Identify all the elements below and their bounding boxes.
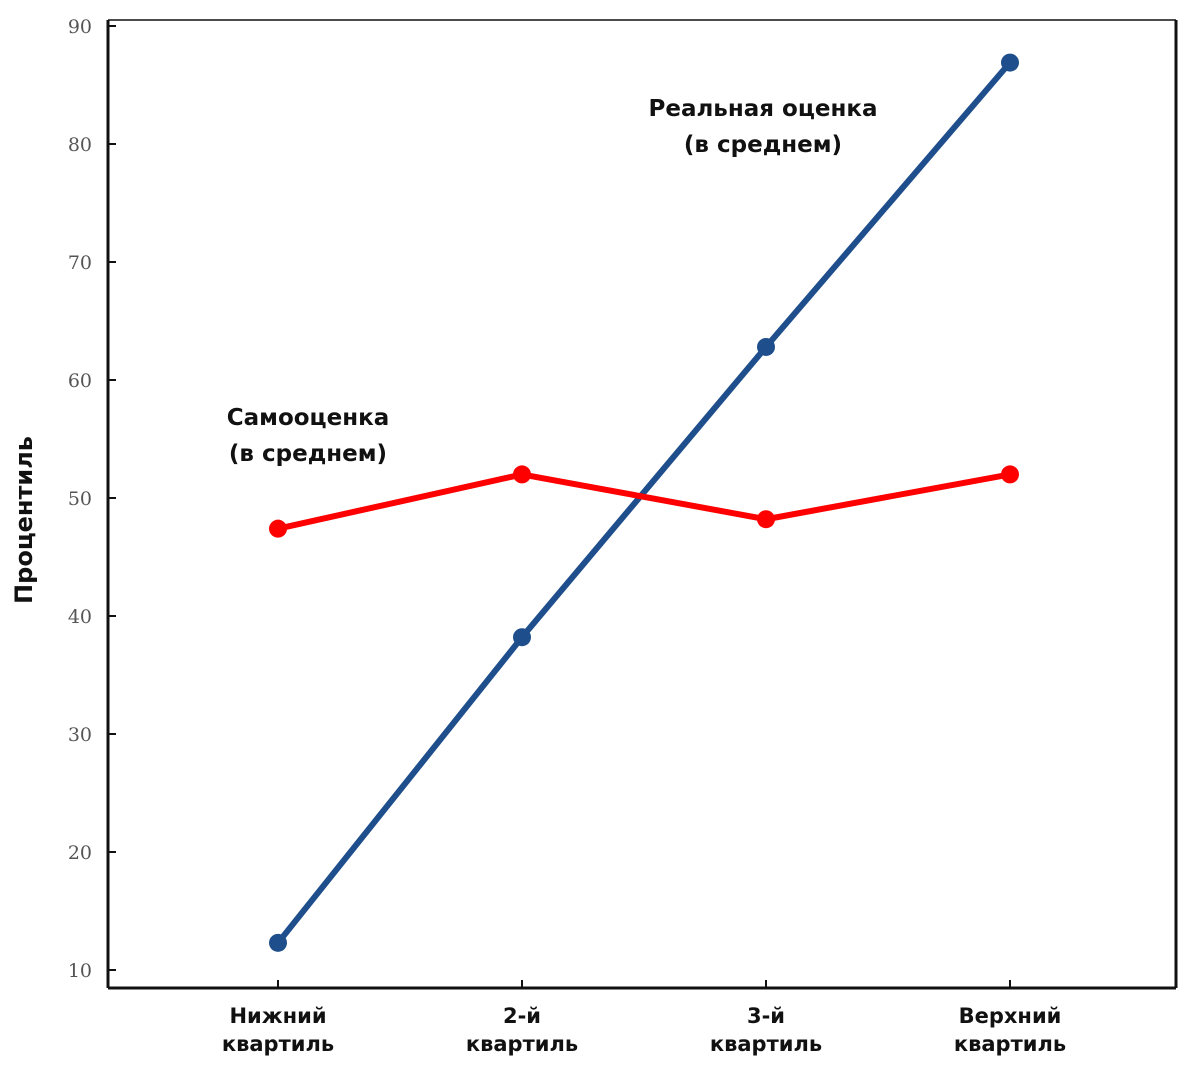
x-tick-label: квартиль xyxy=(710,1032,822,1056)
data-point xyxy=(269,933,287,952)
data-point xyxy=(513,628,531,647)
y-tick-label: 20 xyxy=(68,842,92,864)
y-tick-label: 90 xyxy=(68,16,92,38)
x-tick-label: 2-й xyxy=(503,1004,541,1028)
series-annotation: Реальная оценка xyxy=(648,96,877,122)
x-tick-label: 3-й xyxy=(747,1004,785,1028)
x-tick-label: Нижний xyxy=(229,1004,326,1028)
y-tick-label: 40 xyxy=(68,606,92,628)
annotations: Реальная оценка (в среднем) Самооценка (в с… xyxy=(227,96,878,467)
y-tick-label: 80 xyxy=(68,134,92,156)
x-tick-label: Верхний xyxy=(959,1004,1062,1028)
x-tick-label: квартиль xyxy=(466,1032,578,1056)
y-tick-label: 60 xyxy=(68,370,92,392)
data-point xyxy=(1001,53,1019,72)
x-ticks: Нижний квартиль 2-й квартиль 3-й квартиль Верх… xyxy=(222,980,1066,1056)
y-tick-label: 70 xyxy=(68,252,92,274)
y-tick-label: 50 xyxy=(68,488,92,510)
data-point xyxy=(1001,465,1019,484)
series-line-0 xyxy=(275,59,1013,946)
x-tick-label: квартиль xyxy=(222,1032,334,1056)
data-point xyxy=(757,510,775,529)
y-ticks: 10 20 30 40 50 60 70 80 90 xyxy=(68,16,116,982)
x-tick-label: квартиль xyxy=(954,1032,1066,1056)
series-annotation: (в среднем) xyxy=(229,441,387,467)
series-annotation: (в среднем) xyxy=(684,132,842,158)
y-tick-label: 30 xyxy=(68,724,92,746)
series-line-1 xyxy=(275,471,1013,532)
axes xyxy=(106,19,1178,990)
data-point xyxy=(757,337,775,356)
data-point xyxy=(513,465,531,484)
y-tick-label: 10 xyxy=(68,960,92,982)
data-point xyxy=(269,519,287,538)
y-axis-label: Процентиль xyxy=(10,436,38,604)
series-annotation: Самооценка xyxy=(227,405,389,431)
series-group xyxy=(269,53,1019,952)
